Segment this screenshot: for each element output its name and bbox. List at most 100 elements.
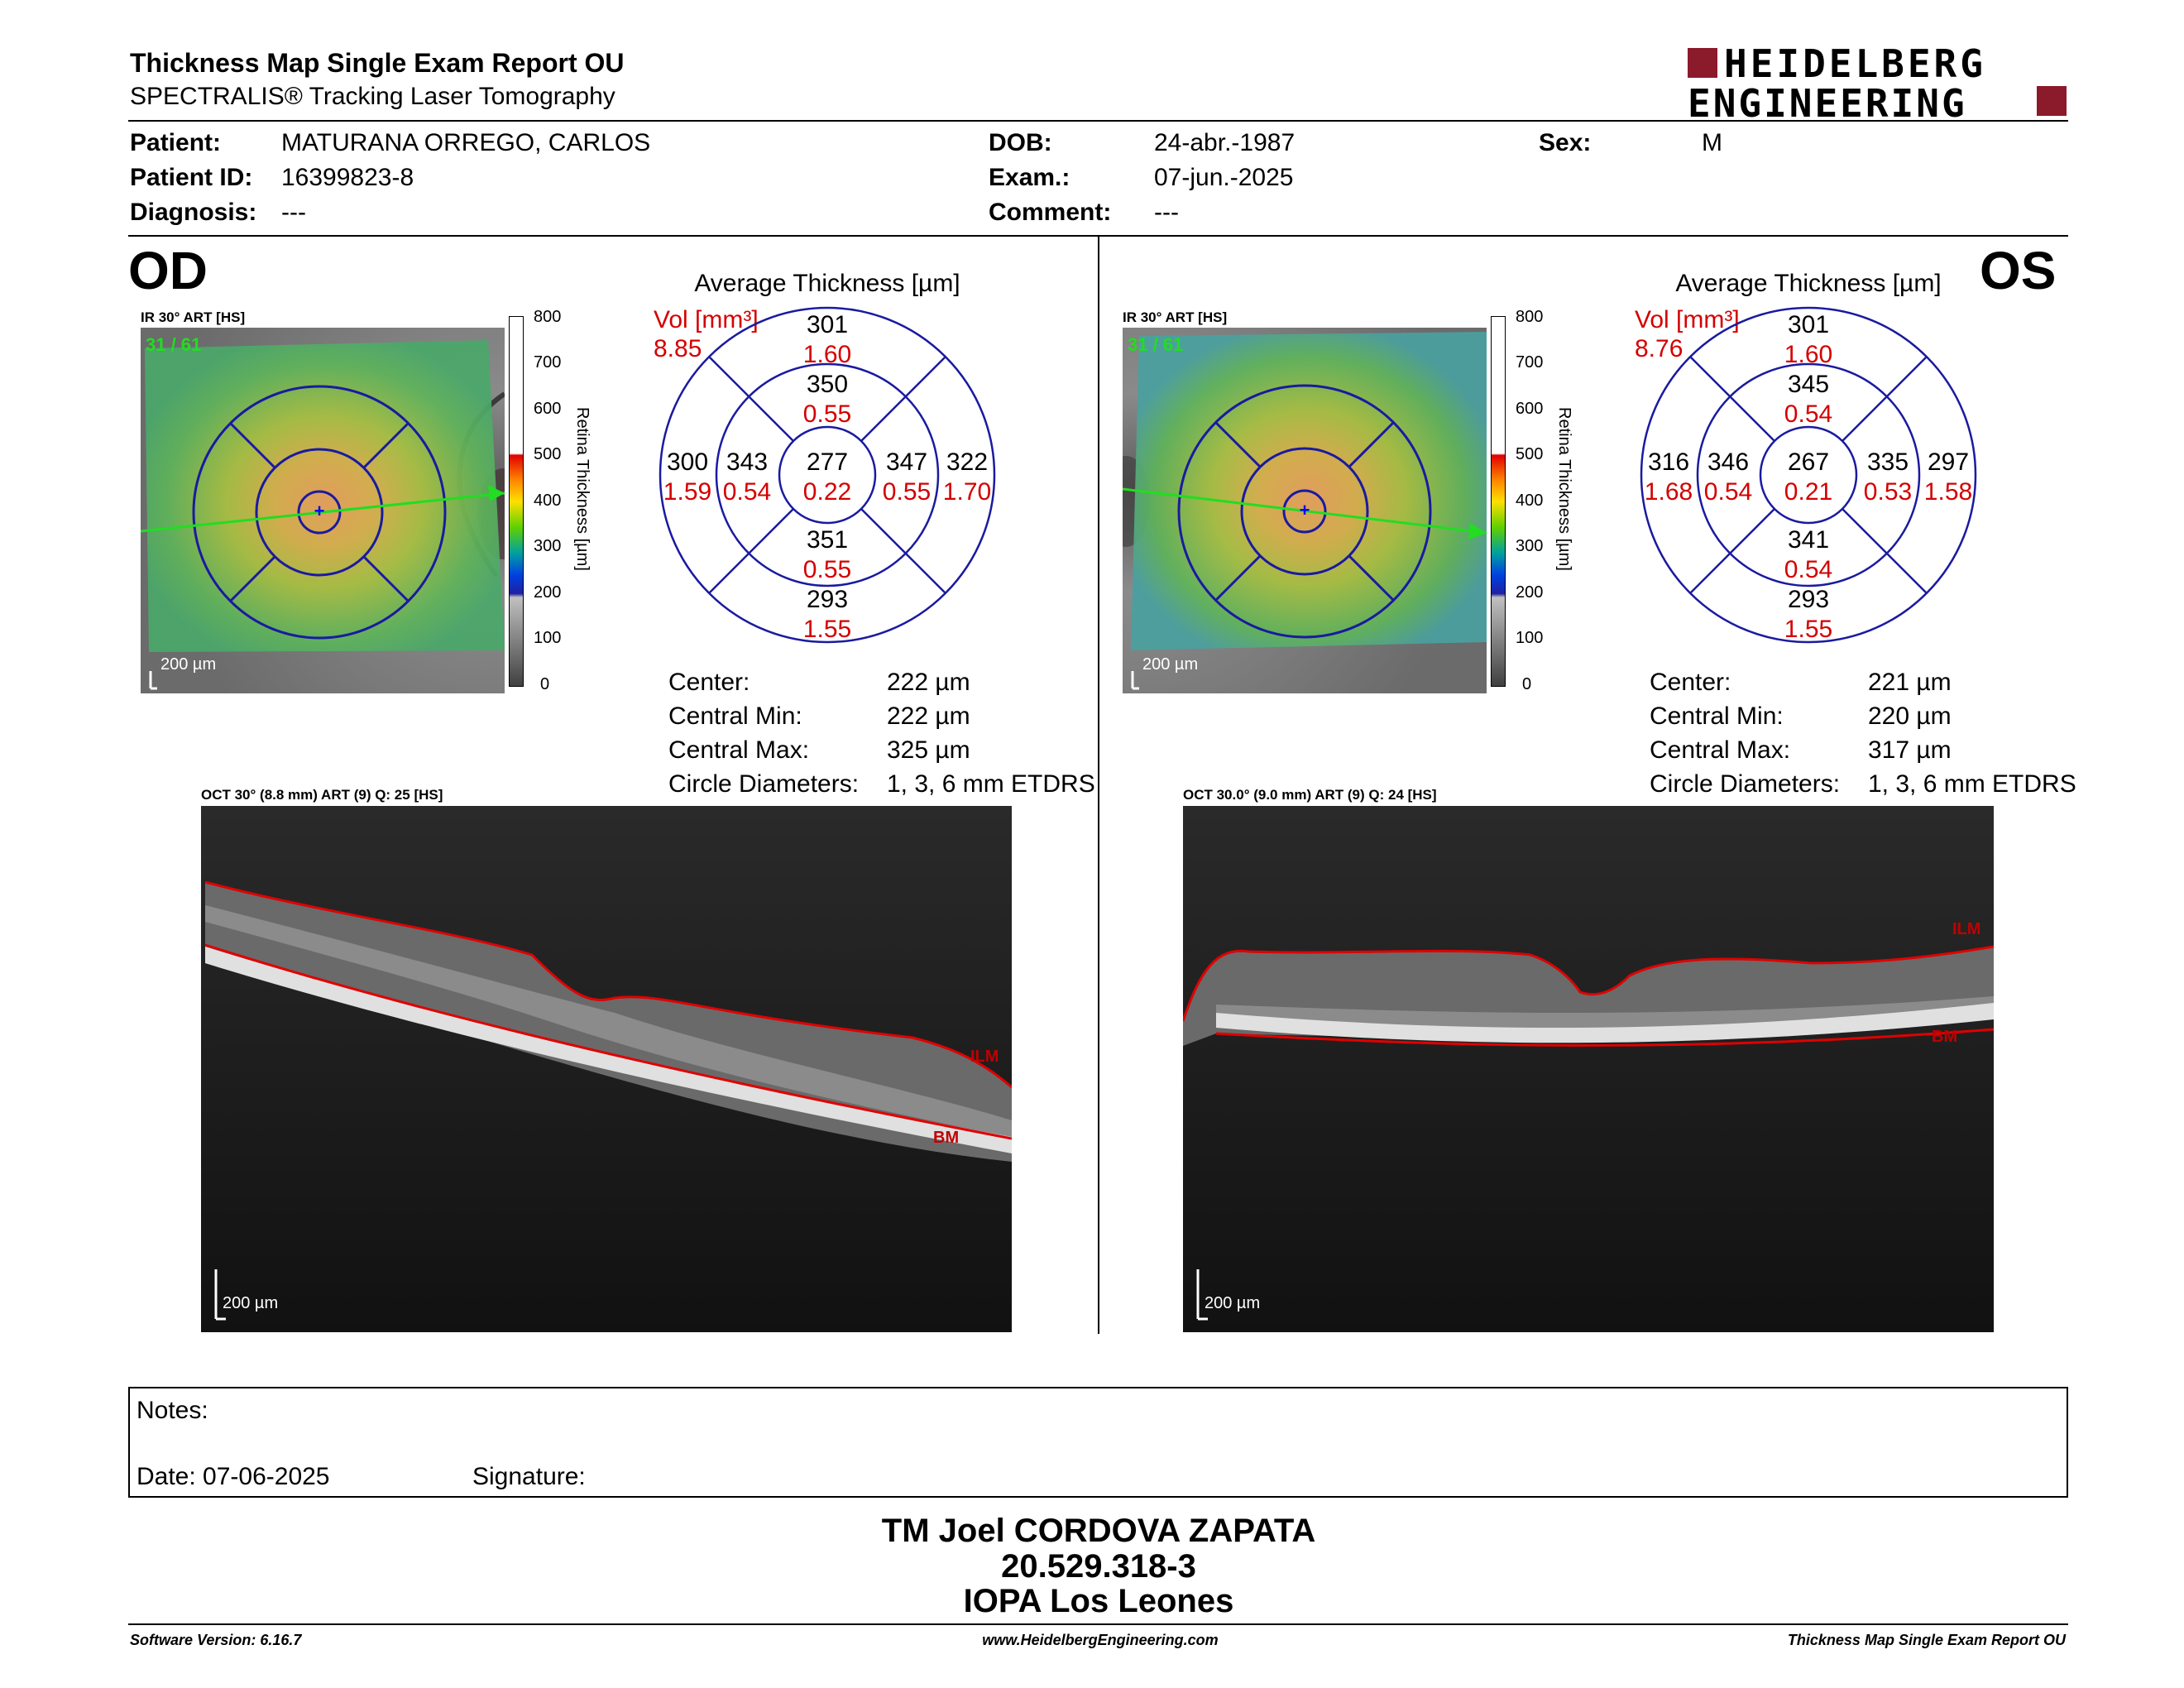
colorbar-label-os: Retina Thickness [µm] [1555,407,1573,571]
os-stat-min-value: 220 µm [1868,703,1952,730]
os-stat-max-value: 317 µm [1868,736,1952,764]
os-stat-diam-value: 1, 3, 6 mm ETDRS [1868,770,2076,798]
scale-bar-os: 200 µm [1142,655,1199,674]
od-inner-nas-vol: 0.55 [882,478,932,506]
od-stat-diam-value: 1, 3, 6 mm ETDRS [887,770,1095,798]
signature-label: Signature: [472,1463,586,1490]
etdrs-title-os: Average Thickness [µm] [1675,270,1942,297]
os-inner-sup-vol: 0.54 [1784,400,1833,428]
comment-value: --- [1154,199,1179,226]
etdrs-grid-od [659,306,996,644]
vol-label-os: Vol [mm³] [1635,306,1740,333]
os-stat-min-label: Central Min: [1650,703,1784,730]
heidelberg-logo: HEIDELBERG ENGINEERING [1688,41,2068,126]
patient-id: 16399823-8 [281,164,414,191]
colorbar-os: 800 700 600 500 400 300 200 100 0 Retina… [1491,308,1573,697]
fundus-thickness-map-os: + 31 / 61 200 µm [1123,328,1487,693]
colorbar-tick: 400 [1516,492,1544,510]
colorbar-tick: 700 [534,353,562,372]
logo-square-top [1688,48,1717,78]
colorbar-gradient-od [509,316,524,687]
website-link[interactable]: www.HeidelbergEngineering.com [982,1632,1219,1648]
divider-top [128,120,2068,122]
date-label: Date: 07-06-2025 [136,1463,330,1490]
exam-label: Exam.: [989,164,1070,191]
os-stat-center-label: Center: [1650,669,1731,696]
od-inner-inf-thickness: 351 [806,526,849,554]
diagnosis-value: --- [281,199,306,226]
os-outer-inf-thickness: 293 [1787,586,1830,613]
divider-vertical [1098,237,1099,1334]
colorbar-tick: 800 [1516,308,1544,326]
os-inner-inf-thickness: 341 [1787,526,1830,554]
oct-caption-od: OCT 30° (8.8 mm) ART (9) Q: 25 [HS] [201,787,443,803]
ir-caption-od: IR 30° ART [HS] [141,309,246,325]
frame-counter-os: 31 / 61 [1128,334,1184,355]
os-center-thickness: 267 [1787,448,1830,476]
od-stat-min-label: Central Min: [668,703,802,730]
report-title: Thickness Map Single Exam Report OU [130,48,625,78]
oct-bscan-od: ILM BM 200 µm [201,806,1012,1332]
os-outer-temp-thickness: 297 [1927,448,1970,476]
ilm-label-os: ILM [1952,920,1981,938]
os-outer-nas-thickness: 316 [1647,448,1690,476]
od-outer-sup-thickness: 301 [806,311,849,338]
divider-patient [128,235,2068,237]
patient-label: Patient: [130,129,222,156]
os-inner-temp-thickness: 335 [1866,448,1909,476]
colorbar-tick: 200 [534,583,562,602]
os-outer-sup-thickness: 301 [1787,311,1830,338]
colorbar-tick: 0 [1522,675,1532,693]
od-inner-nas-thickness: 347 [885,448,928,476]
oct-bscan-os: ILM BM 200 µm [1183,806,1994,1332]
diagnosis-label: Diagnosis: [130,199,257,226]
os-center-vol: 0.21 [1784,478,1833,506]
os-inner-nas-thickness: 346 [1707,448,1750,476]
od-inner-sup-thickness: 350 [806,371,849,398]
colorbar-tick: 700 [1516,353,1544,372]
od-stat-max-value: 325 µm [887,736,970,764]
signatory-name: TM Joel CORDOVA ZAPATA [881,1513,1316,1549]
od-inner-inf-vol: 0.55 [802,556,852,583]
od-stat-center-value: 222 µm [887,669,970,696]
colorbar-tick: 600 [534,400,562,418]
vol-label-od: Vol [mm³] [654,306,759,333]
logo-line1: HEIDELBERG [1724,41,1986,86]
os-outer-nas-vol: 1.68 [1644,478,1693,506]
os-outer-inf-vol: 1.55 [1784,616,1833,643]
colorbar-od: 800 700 600 500 400 300 200 100 0 Retina… [509,308,592,697]
dob-label: DOB: [989,129,1052,156]
vol-total-od: 8.85 [654,335,702,362]
logo-line2: ENGINEERING [1688,81,1967,126]
signatory-place: IOPA Los Leones [963,1583,1234,1619]
od-inner-temp-vol: 0.54 [722,478,772,506]
os-inner-inf-vol: 0.54 [1784,556,1833,583]
od-inner-sup-vol: 0.55 [802,400,852,428]
od-stat-center-label: Center: [668,669,750,696]
oct-caption-os: OCT 30.0° (9.0 mm) ART (9) Q: 24 [HS] [1183,787,1437,803]
eye-label-od: OD [128,241,208,300]
patient-name: MATURANA ORREGO, CARLOS [281,129,651,156]
svg-text:+: + [314,501,325,521]
od-center-vol: 0.22 [802,478,852,506]
notes-box: Notes: Date: 07-06-2025 Signature: [128,1387,2068,1498]
os-outer-sup-vol: 1.60 [1784,341,1833,368]
od-outer-inf-thickness: 293 [806,586,849,613]
os-stat-center-value: 221 µm [1868,669,1952,696]
oct-scale-os: 200 µm [1205,1294,1261,1312]
od-outer-nas-vol: 1.70 [942,478,992,506]
od-outer-inf-vol: 1.55 [802,616,852,643]
ilm-label-od: ILM [970,1048,999,1066]
od-stat-min-value: 222 µm [887,703,970,730]
od-center-thickness: 277 [806,448,849,476]
etdrs-title-od: Average Thickness [µm] [694,270,960,297]
od-outer-temp-vol: 1.59 [663,478,712,506]
colorbar-tick: 0 [540,675,550,693]
colorbar-gradient-os [1491,316,1506,687]
patient-id-label: Patient ID: [130,164,253,191]
colorbar-tick: 400 [534,492,562,510]
os-stat-diam-label: Circle Diameters: [1650,770,1841,798]
report-name-footer: Thickness Map Single Exam Report OU [1787,1632,2066,1648]
od-inner-temp-thickness: 343 [726,448,769,476]
vol-total-os: 8.76 [1635,335,1684,362]
